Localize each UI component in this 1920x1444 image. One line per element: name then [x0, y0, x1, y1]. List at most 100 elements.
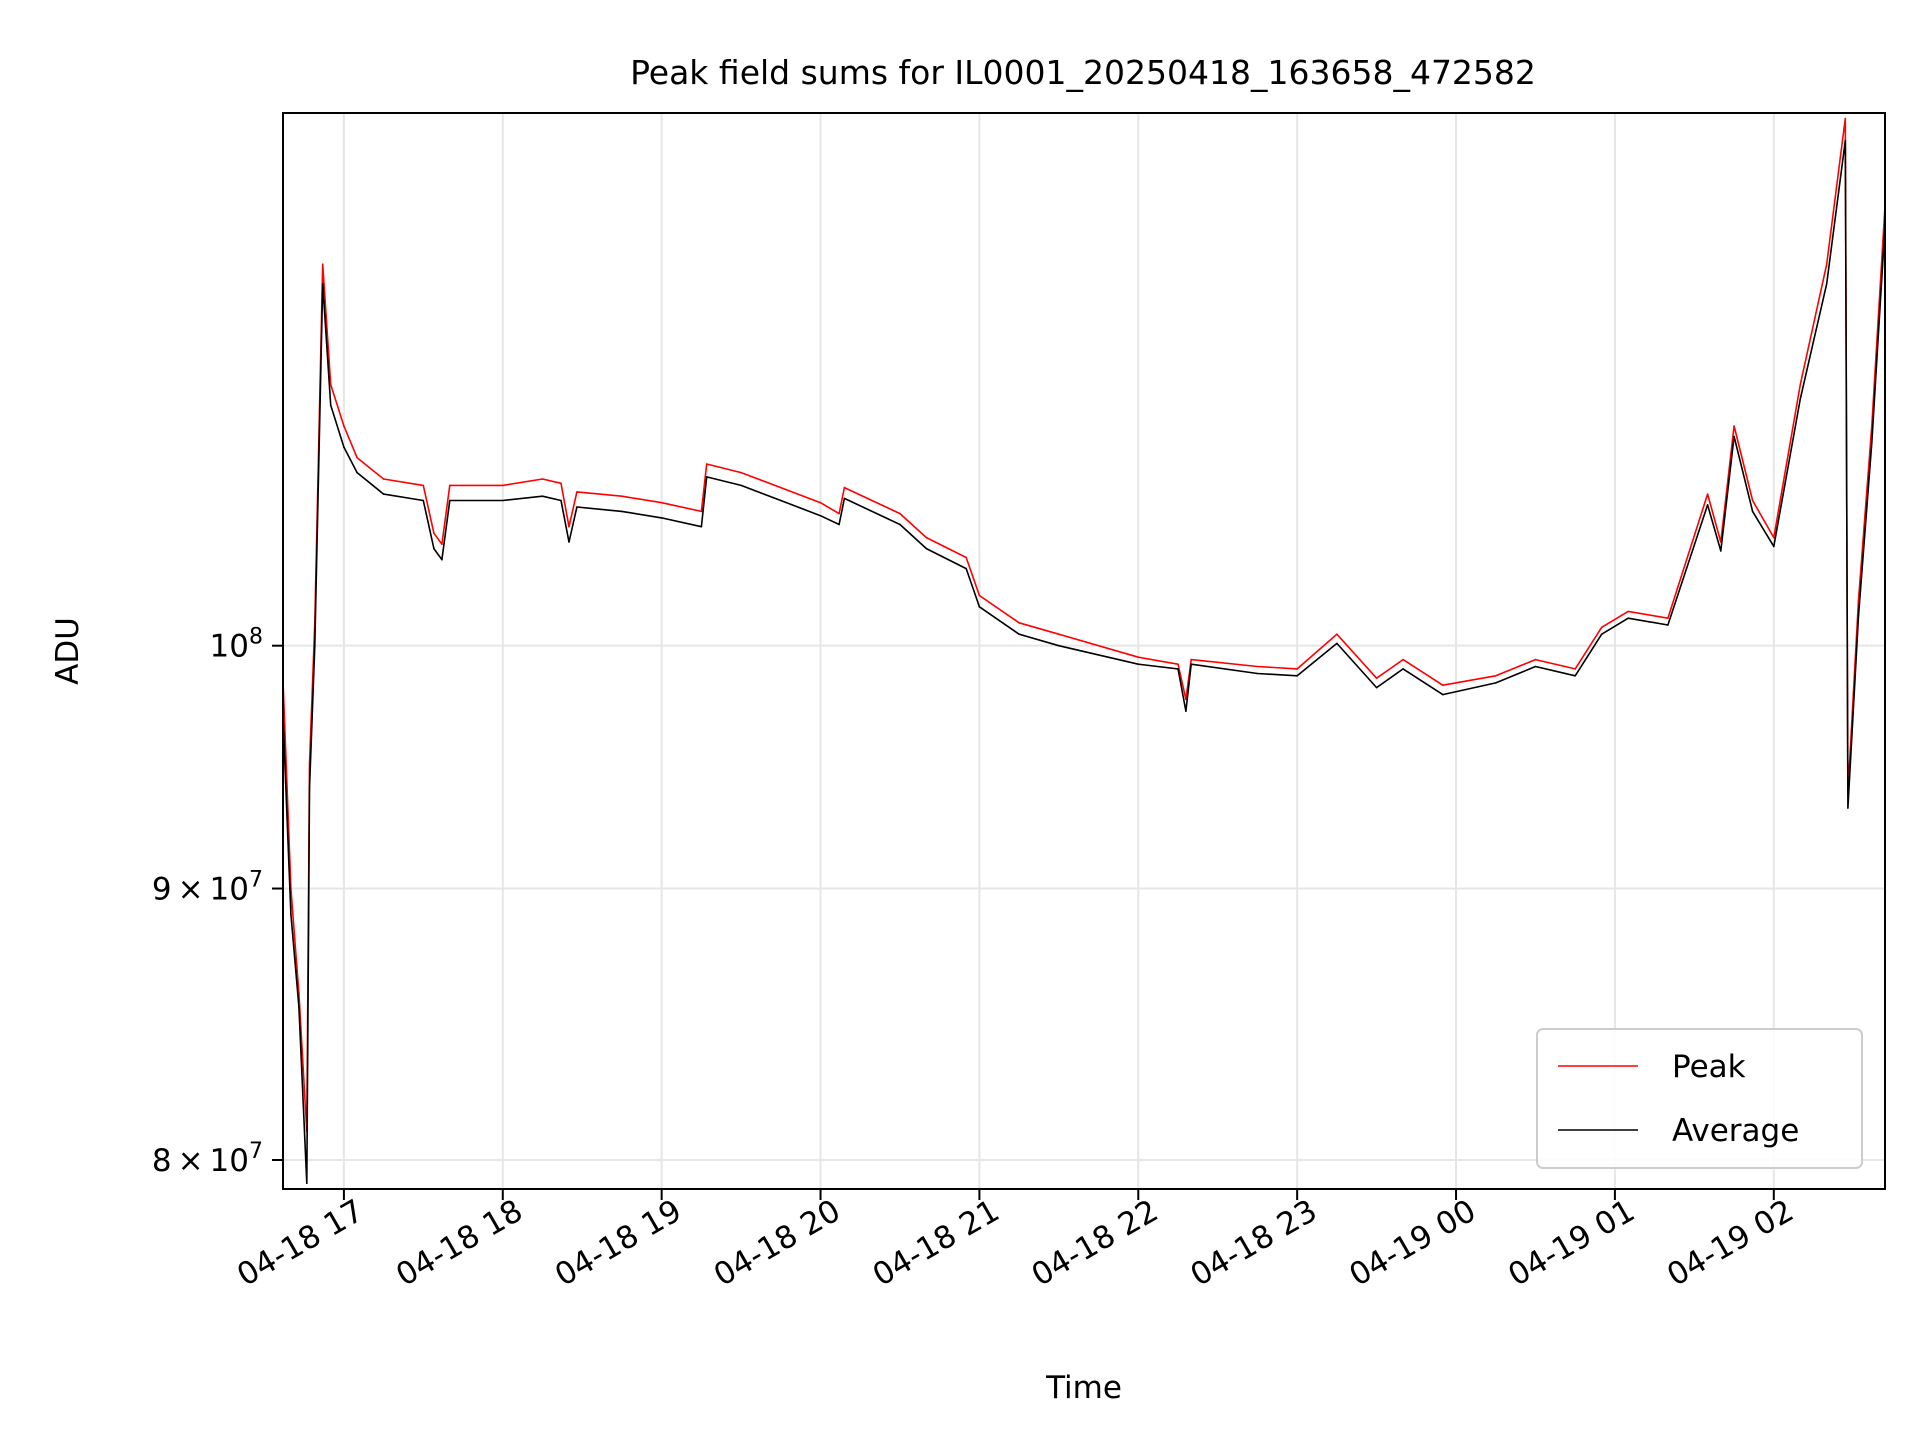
data-point-average	[1495, 682, 1497, 684]
data-point-peak	[843, 486, 846, 489]
y-tick-base: 10	[210, 1143, 249, 1179]
data-point-peak	[1058, 633, 1060, 635]
data-point-average	[1375, 686, 1378, 689]
data-point-average	[1018, 633, 1020, 635]
legend-label-average: Average	[1672, 1113, 1799, 1149]
legend: Peak Average	[1536, 1028, 1863, 1169]
series-layer	[282, 117, 1886, 1184]
data-point-average	[1627, 617, 1629, 619]
y-tick-mantissa: 9	[152, 872, 172, 908]
data-point-average	[1844, 139, 1847, 142]
data-point-average	[1847, 807, 1849, 809]
y-tick-label: 9 × 107	[152, 868, 263, 908]
data-point-peak	[838, 512, 840, 515]
data-point-peak	[1375, 677, 1378, 679]
data-point-peak	[1667, 617, 1669, 619]
x-axis-label: Time	[1045, 1370, 1122, 1406]
data-point-peak	[1402, 658, 1404, 661]
data-point-average	[298, 1006, 300, 1008]
data-point-average	[1574, 675, 1576, 677]
data-point-peak	[449, 484, 451, 487]
chart-title: Peak field sums for IL0001_20250418_1636…	[630, 53, 1536, 92]
data-point-peak	[343, 425, 345, 427]
data-point-average	[740, 484, 742, 487]
data-point-peak	[1733, 425, 1735, 427]
data-point-average	[705, 476, 708, 478]
data-point-average	[1190, 663, 1192, 665]
data-point-peak	[740, 471, 742, 474]
data-point-average	[1256, 672, 1259, 675]
data-point-peak	[1296, 668, 1298, 670]
data-point-peak	[1018, 622, 1020, 624]
data-point-peak	[422, 484, 425, 487]
data-point-average	[502, 499, 504, 502]
data-point-average	[1825, 283, 1828, 285]
y-tick-exponent: 7	[249, 1139, 263, 1164]
data-point-average	[343, 446, 345, 448]
data-point-peak	[441, 543, 443, 545]
data-point-average	[819, 514, 822, 517]
data-point-peak	[329, 383, 332, 386]
data-point-average	[978, 606, 981, 608]
data-point-average	[899, 523, 901, 526]
data-point-average	[306, 1182, 308, 1184]
data-point-peak	[780, 486, 782, 489]
data-point-average	[1185, 710, 1187, 712]
plot-area	[282, 112, 1886, 1190]
data-point-average	[1402, 668, 1404, 670]
data-point-average	[843, 497, 846, 500]
data-point-average	[1336, 642, 1338, 645]
data-point-peak	[1773, 536, 1775, 539]
data-point-peak	[560, 482, 562, 485]
y-tick-label: 8 × 107	[152, 1139, 263, 1179]
y-tick-label: 108	[210, 625, 263, 665]
data-point-peak	[1185, 698, 1187, 701]
data-point-average	[1058, 644, 1060, 647]
data-point-peak	[705, 463, 708, 465]
data-point-average	[1871, 442, 1873, 444]
data-point-average	[321, 283, 324, 285]
data-point-average	[1137, 663, 1140, 665]
data-point-average	[1534, 665, 1537, 668]
data-point-peak	[1600, 626, 1603, 629]
data-point-peak	[1825, 263, 1828, 266]
data-point-average	[1773, 545, 1775, 548]
data-point-average	[1799, 398, 1802, 400]
data-point-peak	[1844, 117, 1847, 120]
y-tick-times-sign: ×	[178, 1143, 204, 1179]
data-point-peak	[1137, 656, 1140, 658]
data-point-peak	[433, 532, 435, 534]
data-point-average	[1667, 624, 1669, 626]
data-point-average	[1733, 435, 1735, 438]
data-point-average	[433, 547, 435, 550]
legend-label-peak: Peak	[1672, 1049, 1746, 1085]
data-point-peak	[1799, 383, 1802, 386]
data-point-peak	[700, 510, 703, 513]
data-point-peak	[978, 594, 981, 597]
data-point-peak	[965, 556, 967, 559]
y-tick-mantissa: 8	[152, 1143, 172, 1179]
data-point-peak	[1190, 658, 1192, 661]
data-point-peak	[1442, 684, 1444, 686]
data-point-average	[660, 517, 663, 519]
data-point-average	[382, 493, 385, 495]
data-point-average	[568, 541, 570, 543]
data-point-peak	[660, 501, 663, 504]
data-point-average	[560, 499, 562, 502]
data-point-peak	[1256, 665, 1259, 668]
data-point-average	[314, 644, 316, 647]
data-point-average	[1296, 675, 1298, 677]
data-point-peak	[1574, 668, 1576, 670]
y-tick-base: 10	[210, 629, 249, 665]
data-point-average	[1720, 550, 1722, 552]
data-point-peak	[1751, 499, 1754, 502]
data-point-average	[1857, 615, 1860, 617]
data-point-average	[780, 499, 782, 502]
data-point-average	[308, 787, 311, 790]
data-point-average	[541, 495, 544, 498]
data-point-peak	[321, 263, 324, 266]
data-point-peak	[502, 484, 504, 487]
data-point-average	[290, 913, 292, 916]
